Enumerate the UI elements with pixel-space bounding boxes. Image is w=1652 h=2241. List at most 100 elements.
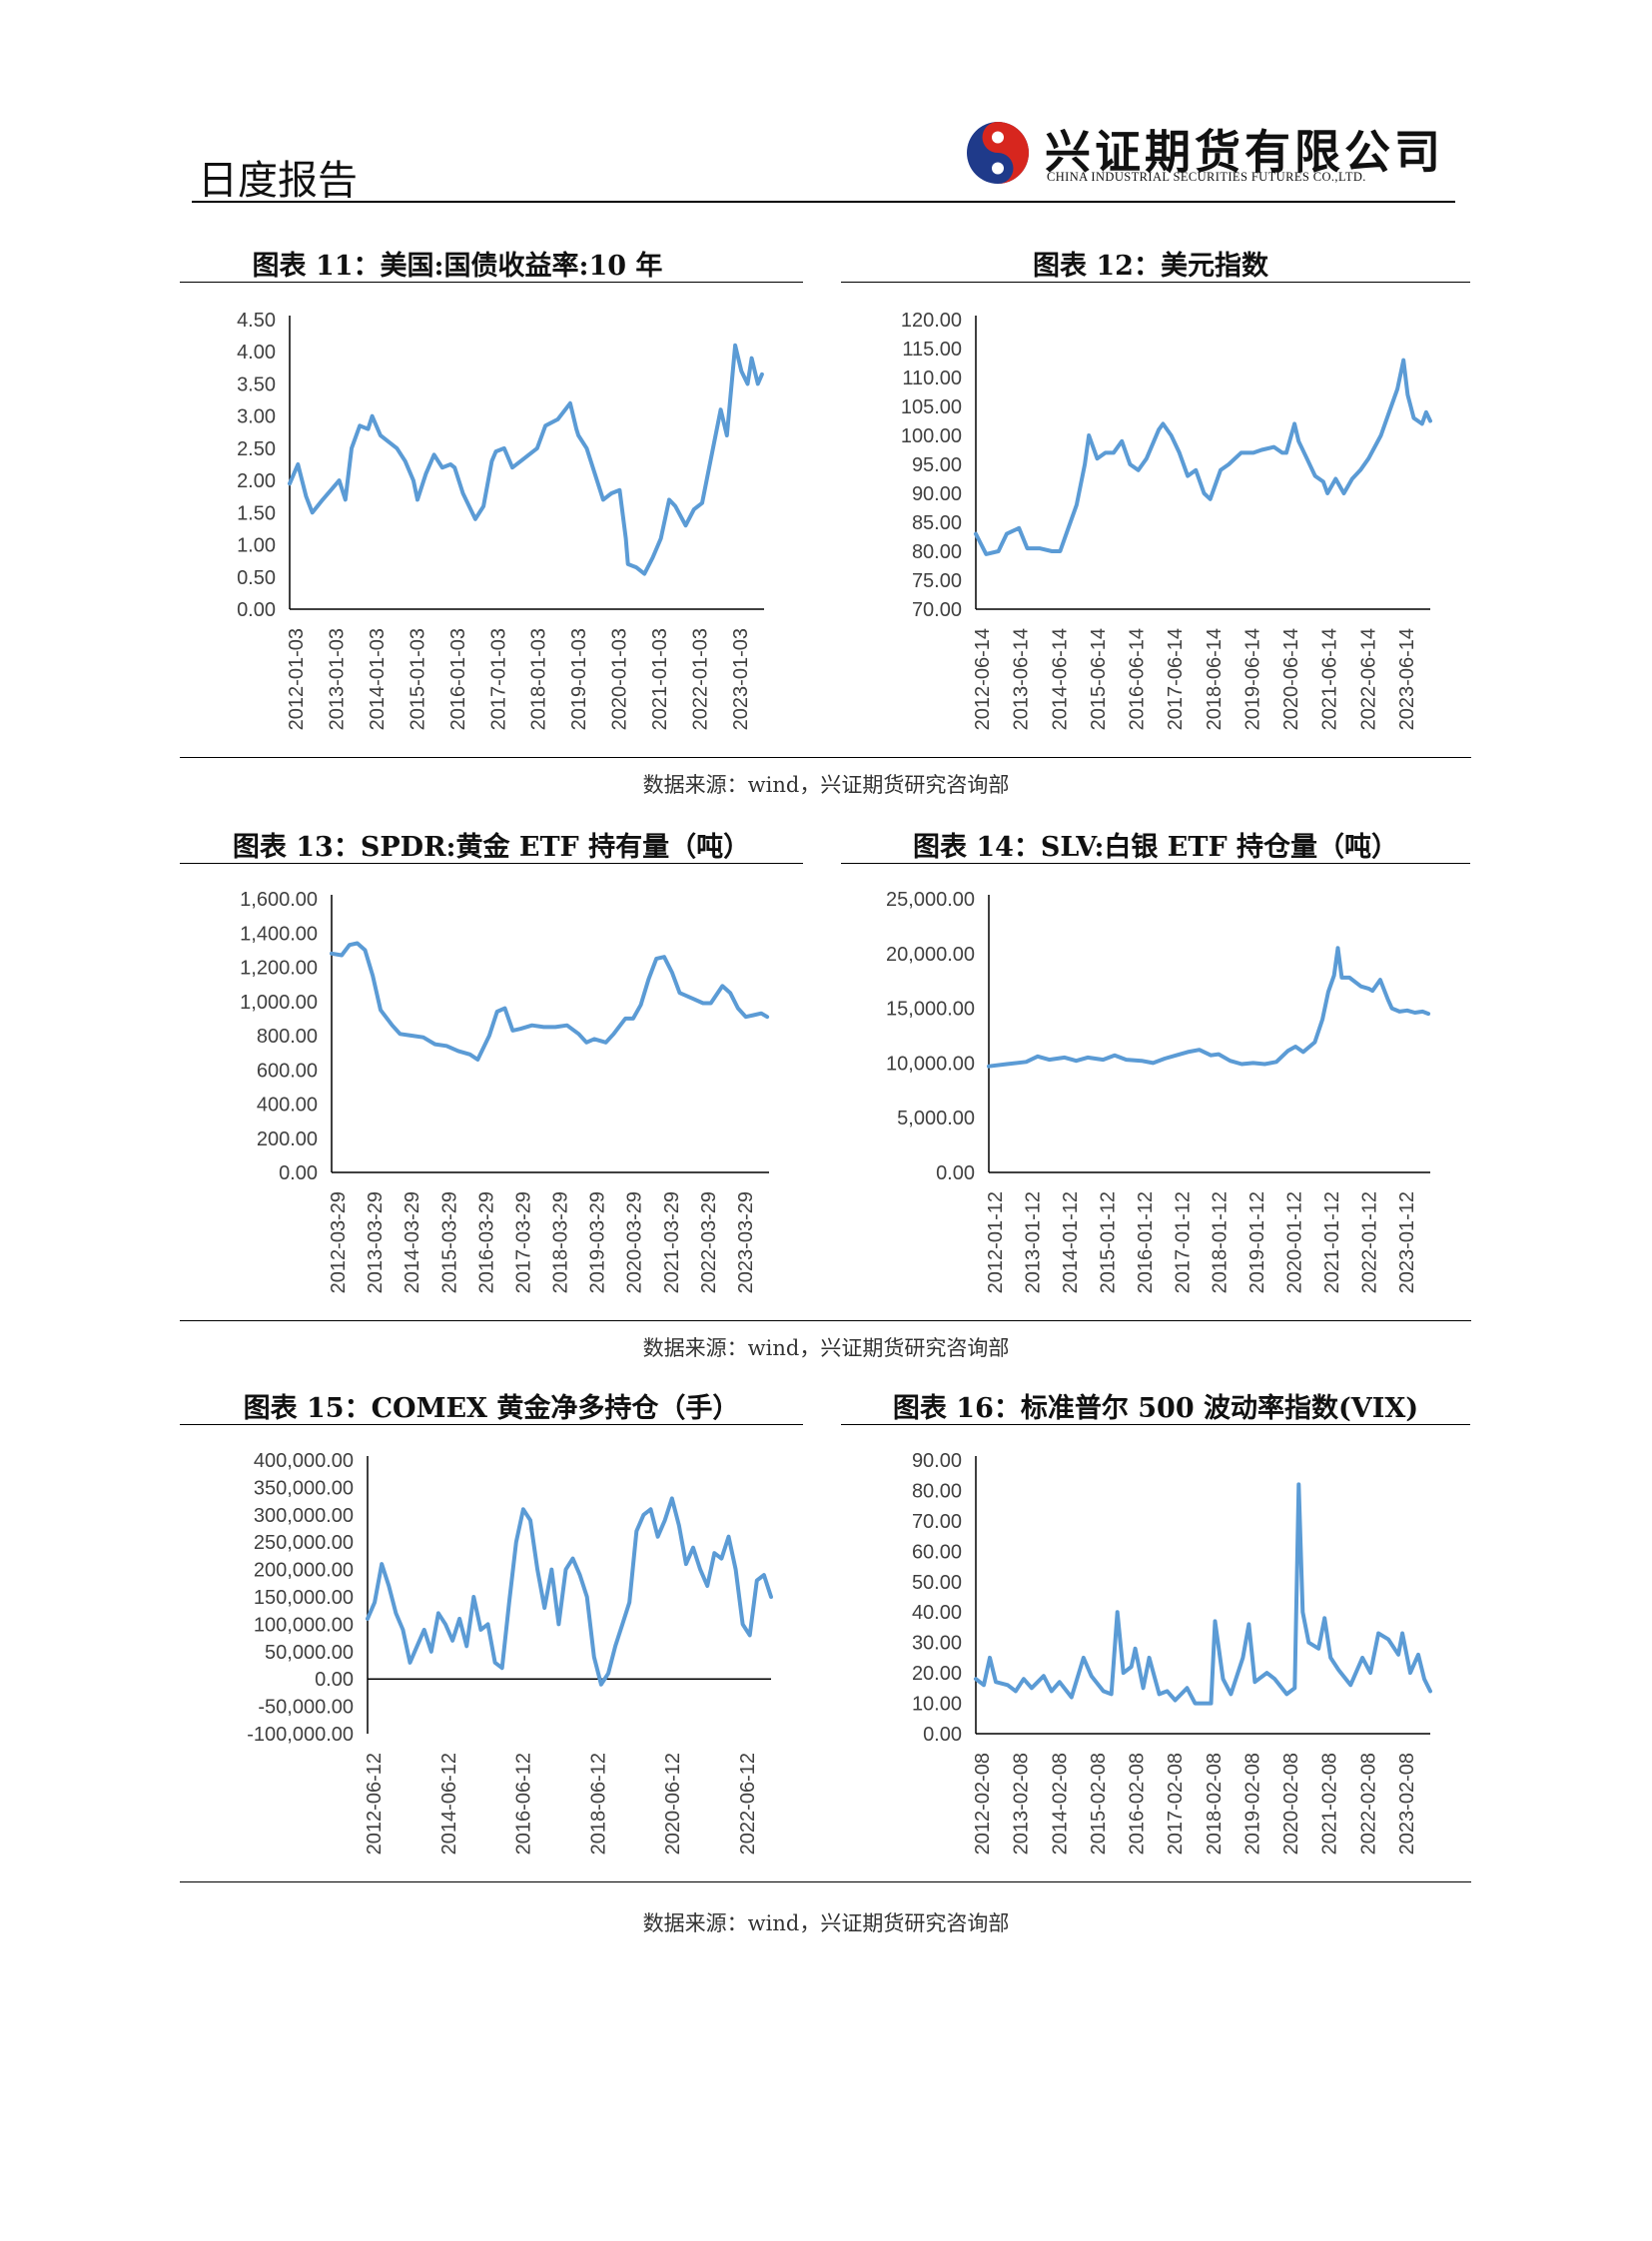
y-tick-label: 70.00 <box>912 599 962 621</box>
y-tick-label: 350,000.00 <box>254 1477 354 1499</box>
x-tick-label: 2017-02-08 <box>1165 1753 1187 1855</box>
x-tick-label: 2022-01-03 <box>690 628 712 730</box>
x-tick-label: 2018-03-29 <box>550 1191 572 1293</box>
y-tick-label: 120.00 <box>901 310 962 332</box>
x-tick-label: 2017-03-29 <box>512 1191 534 1293</box>
x-tick-label: 2016-06-14 <box>1127 628 1149 730</box>
y-tick-label: 400.00 <box>257 1095 318 1117</box>
report-type-title: 日度报告 <box>198 158 358 204</box>
company-logo: 兴证期货有限公司 CHINA INDUSTRIAL SECURITIES FUT… <box>965 116 1444 196</box>
y-tick-label: 110.00 <box>902 368 962 389</box>
x-tick-label: 2015-01-12 <box>1097 1191 1119 1293</box>
x-tick-label: 2018-06-12 <box>587 1753 609 1855</box>
x-tick-label: 2023-01-12 <box>1396 1191 1418 1293</box>
x-tick-label: 2018-01-12 <box>1210 1191 1232 1293</box>
y-tick-label: 1.00 <box>237 535 276 557</box>
y-tick-label: 800.00 <box>257 1026 318 1048</box>
x-tick-label: 2015-03-29 <box>438 1191 460 1293</box>
x-tick-label: 2016-02-08 <box>1127 1753 1149 1855</box>
x-tick-label: 2020-01-12 <box>1284 1191 1306 1293</box>
y-tick-label: 200.00 <box>257 1128 318 1150</box>
x-tick-label: 2016-03-29 <box>475 1191 497 1293</box>
chart-13-spdr-gold-holdings: 0.00 200.00 400.00 600.00 800.00 1,000.00 1,20… <box>240 889 770 1293</box>
y-tick-label: 600.00 <box>257 1060 318 1082</box>
x-tick-label: 2017-01-03 <box>487 628 509 730</box>
chart-15-title-rule <box>180 1424 803 1425</box>
series-line <box>974 1482 1432 1706</box>
y-tick-label: 1,000.00 <box>240 992 318 1014</box>
x-tick-label: 2022-06-14 <box>1357 628 1379 730</box>
y-tick-label: 80.00 <box>912 541 962 563</box>
x-tick-label: 2018-01-03 <box>528 628 550 730</box>
company-name-cn: 兴证期货有限公司 <box>1045 125 1444 179</box>
x-tick-label: 2016-01-12 <box>1135 1191 1157 1293</box>
y-tick-label: 3.00 <box>237 406 276 428</box>
y-tick-label: 0.00 <box>923 1724 962 1746</box>
chart-16-title-rule <box>841 1424 1470 1425</box>
chart-11-title: 图表 11：美国:国债收益率:10 年 <box>252 251 663 282</box>
chart-11-treasury-yield: 0.00 0.50 1.00 1.50 2.00 2.50 3.00 3.50 4.00 4.50… <box>237 310 764 730</box>
x-tick-label: 2013-06-14 <box>1011 628 1033 730</box>
x-tick-label: 2019-01-03 <box>568 628 590 730</box>
x-tick-label: 2023-03-29 <box>735 1191 757 1293</box>
y-tick-label: 0.00 <box>279 1162 318 1184</box>
chart-16-vix-index: 0.00 10.00 20.00 30.00 40.00 50.00 60.00 70.00 8… <box>912 1450 1432 1855</box>
chart-12-title: 图表 12：美元指数 <box>1033 251 1268 282</box>
y-tick-label: 80.00 <box>912 1480 962 1502</box>
x-tick-label: 2013-03-29 <box>365 1191 387 1293</box>
x-tick-label: 2022-01-12 <box>1359 1191 1381 1293</box>
x-tick-label: 2016-06-12 <box>513 1753 535 1855</box>
y-tick-label: 1,200.00 <box>240 958 318 980</box>
y-tick-label: 200,000.00 <box>254 1560 354 1582</box>
y-tick-label: 1.50 <box>237 502 276 524</box>
x-tick-label: 2013-01-12 <box>1022 1191 1044 1293</box>
y-tick-label: 100,000.00 <box>254 1614 354 1636</box>
series-line <box>288 343 764 576</box>
x-tick-label: 2018-06-14 <box>1204 628 1226 730</box>
x-tick-label: 2012-01-03 <box>286 628 308 730</box>
x-tick-label: 2013-01-03 <box>326 628 348 730</box>
y-tick-label: 10,000.00 <box>886 1053 975 1075</box>
x-tick-label: 2020-01-03 <box>609 628 631 730</box>
y-tick-label: 85.00 <box>912 512 962 534</box>
x-tick-label: 2014-06-12 <box>438 1753 460 1855</box>
y-tick-label: 40.00 <box>912 1602 962 1624</box>
y-tick-label: 50.00 <box>912 1572 962 1594</box>
x-tick-label: 2021-02-08 <box>1319 1753 1341 1855</box>
section-2-bottom-rule <box>180 1320 1471 1321</box>
y-tick-label: 20.00 <box>912 1663 962 1685</box>
x-tick-label: 2014-02-08 <box>1049 1753 1071 1855</box>
x-tick-label: 2014-03-29 <box>402 1191 423 1293</box>
x-tick-label: 2022-02-08 <box>1357 1753 1379 1855</box>
x-tick-label: 2019-02-08 <box>1241 1753 1263 1855</box>
x-tick-label: 2014-01-03 <box>367 628 389 730</box>
y-tick-label: 25,000.00 <box>886 889 975 911</box>
x-tick-label: 2017-06-14 <box>1165 628 1187 730</box>
x-tick-label: 2021-01-12 <box>1321 1191 1343 1293</box>
x-tick-label: 2012-06-14 <box>972 628 994 730</box>
y-tick-label: 50,000.00 <box>265 1642 354 1664</box>
y-tick-label: 150,000.00 <box>254 1587 354 1609</box>
x-tick-label: 2023-02-08 <box>1396 1753 1418 1855</box>
y-tick-label: 0.50 <box>237 567 276 589</box>
x-tick-label: 2014-01-12 <box>1060 1191 1082 1293</box>
series-line <box>330 941 770 1062</box>
x-tick-label: 2022-03-29 <box>698 1191 720 1293</box>
y-tick-label: 4.00 <box>237 342 276 364</box>
y-tick-label: 20,000.00 <box>886 944 975 966</box>
source-note-2: 数据来源：wind，兴证期货研究咨询部 <box>642 1336 1010 1360</box>
section-1-bottom-rule <box>180 757 1471 758</box>
header-divider <box>192 201 1455 203</box>
section-3-bottom-rule <box>180 1881 1471 1882</box>
series-line <box>366 1496 773 1687</box>
x-tick-label: 2012-03-29 <box>328 1191 350 1293</box>
x-tick-label: 2019-06-14 <box>1241 628 1263 730</box>
chart-16-title: 图表 16：标准普尔 500 波动率指数(VIX) <box>892 1393 1419 1424</box>
x-tick-label: 2020-02-08 <box>1280 1753 1302 1855</box>
x-tick-label: 2020-03-29 <box>624 1191 646 1293</box>
x-tick-label: 2012-01-12 <box>985 1191 1007 1293</box>
y-tick-label: -100,000.00 <box>247 1724 354 1746</box>
x-tick-label: 2012-06-12 <box>364 1753 386 1855</box>
x-tick-label: 2022-06-12 <box>737 1753 759 1855</box>
x-tick-label: 2023-06-14 <box>1396 628 1418 730</box>
